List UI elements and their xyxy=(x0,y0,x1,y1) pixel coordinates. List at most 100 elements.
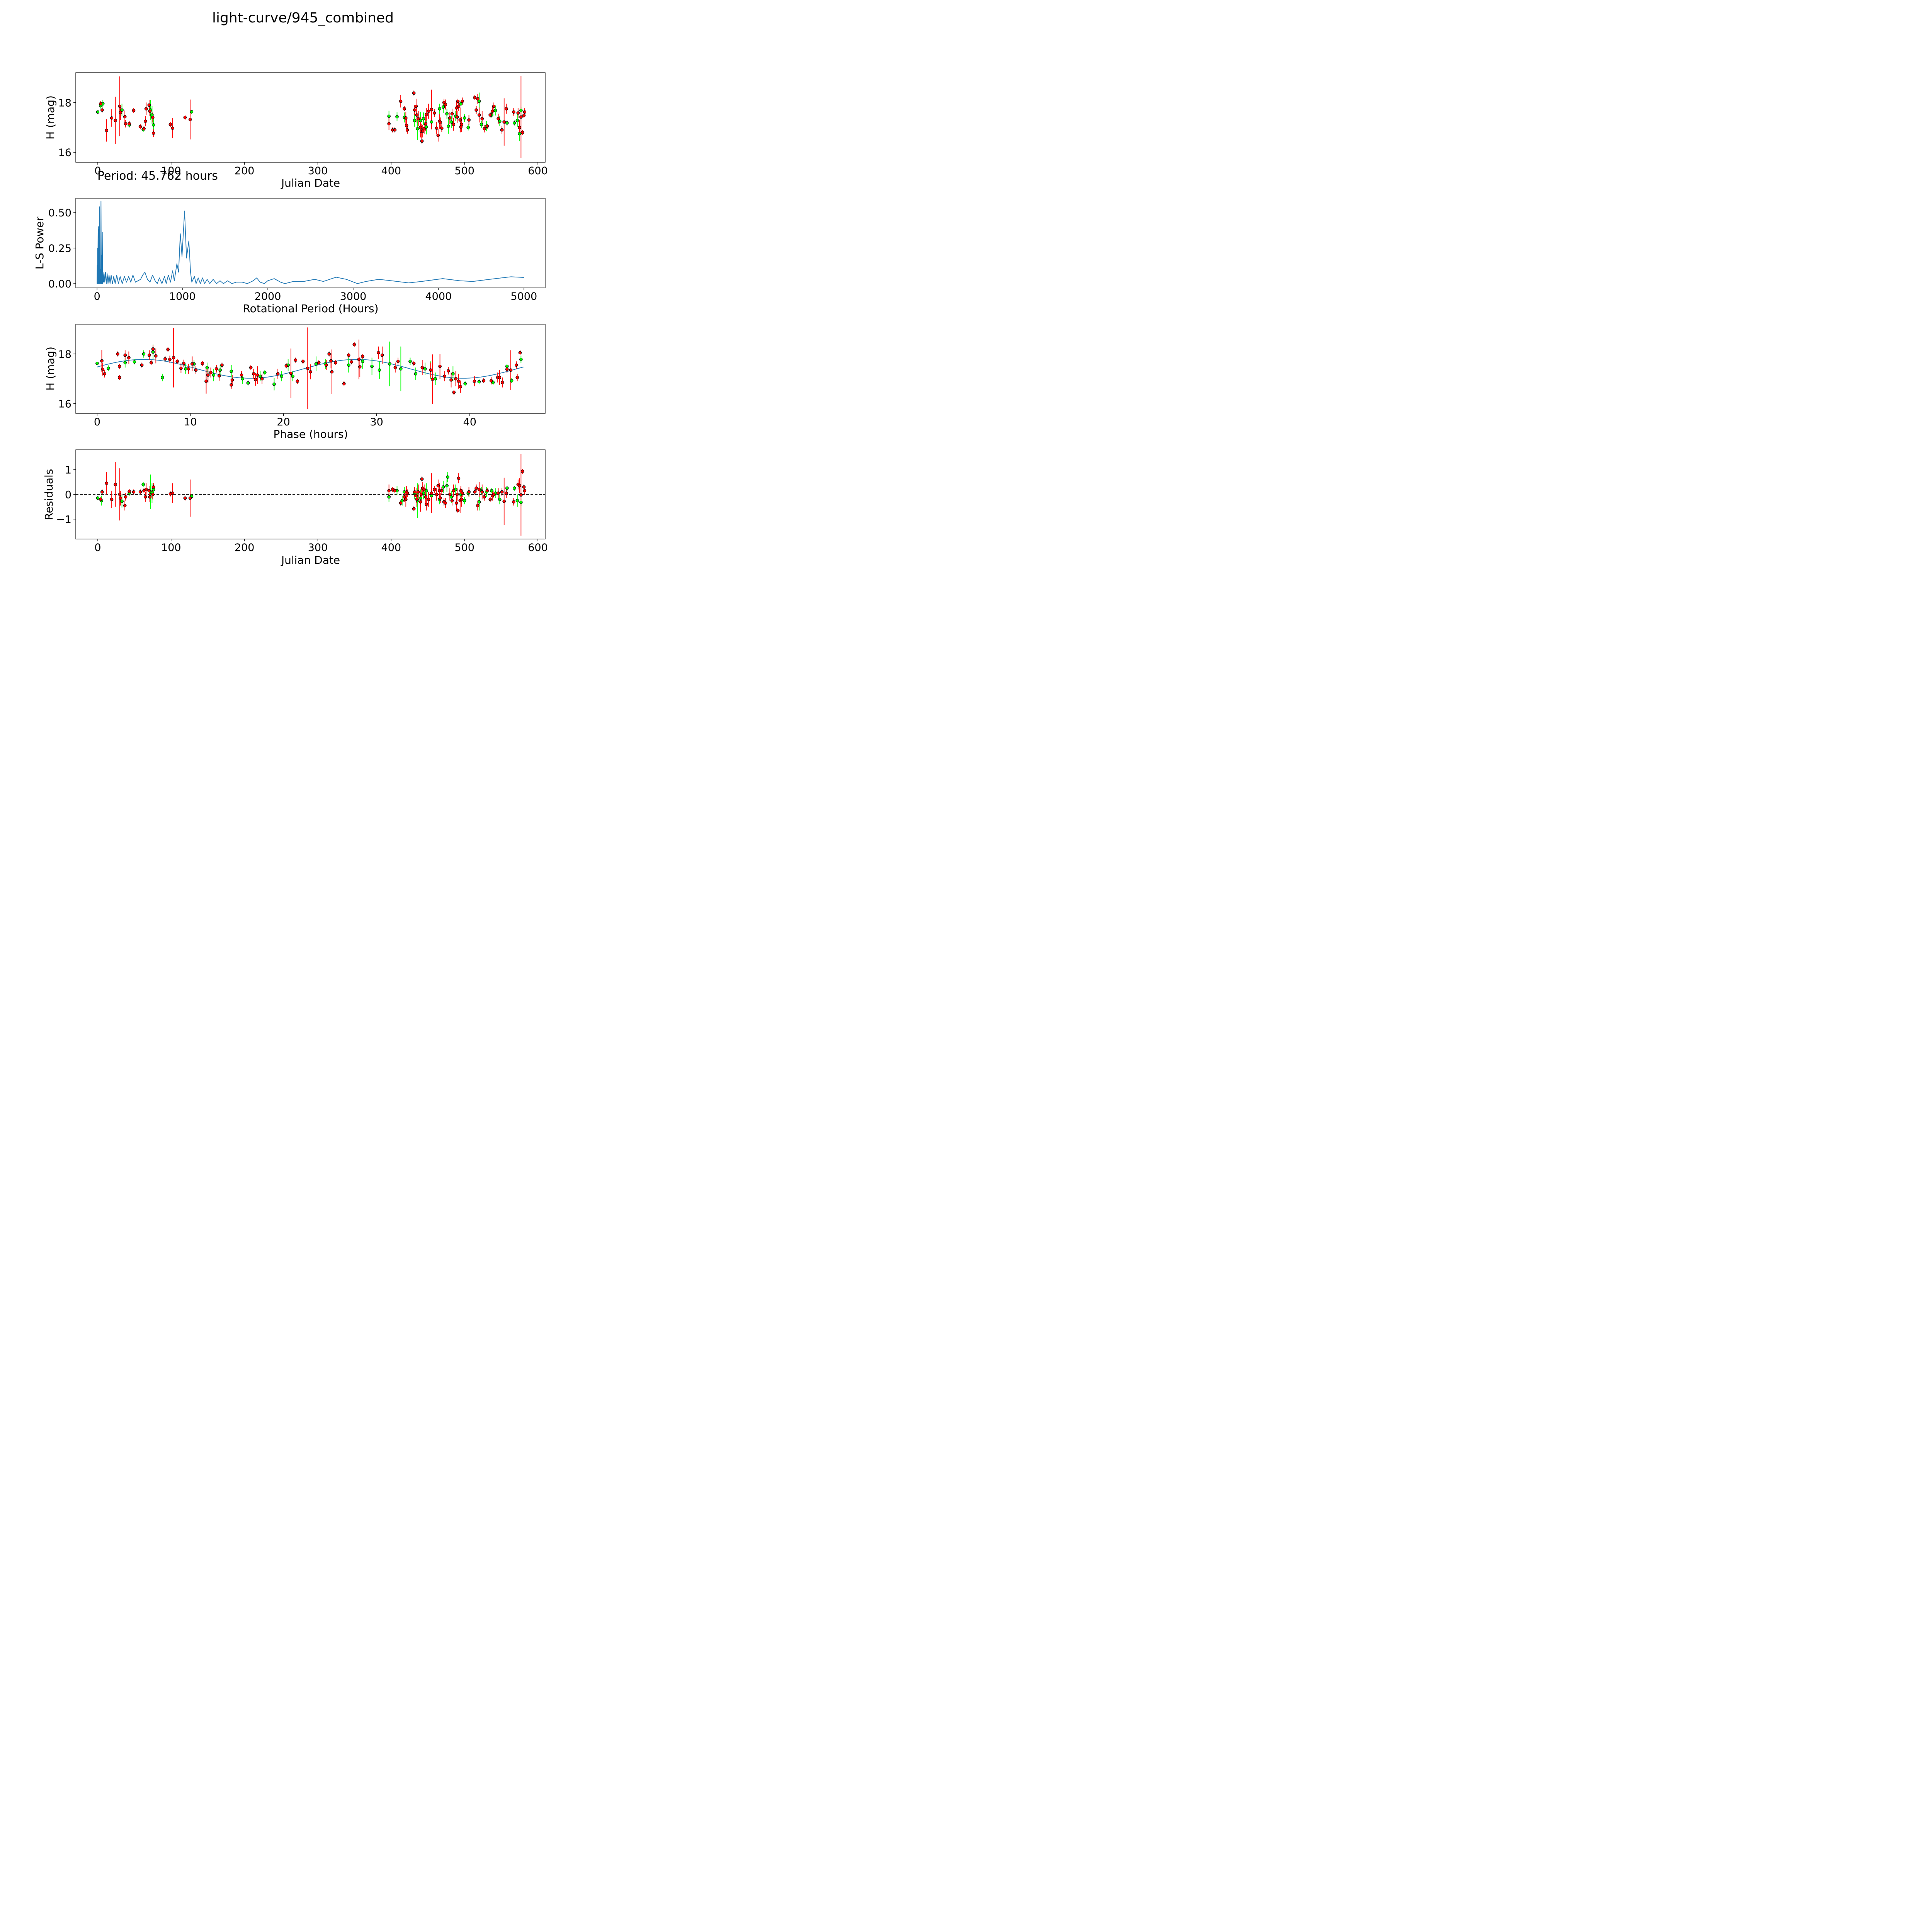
lightcurve-point-r xyxy=(422,127,426,131)
phased-point-r xyxy=(252,372,255,376)
lightcurve-point-g xyxy=(430,120,434,124)
phased-point-r xyxy=(515,376,519,379)
lightcurve-point-r xyxy=(148,109,152,113)
lightcurve-point-g xyxy=(120,108,124,112)
residuals-point-r xyxy=(110,498,114,501)
lightcurve-point-r xyxy=(480,117,484,121)
lightcurve-point-r xyxy=(414,104,418,108)
residuals-point-r xyxy=(439,496,442,500)
lightcurve-point-g xyxy=(151,123,155,127)
phased-point-g xyxy=(95,362,99,365)
lightcurve-point-r xyxy=(151,116,155,119)
residuals-point-g xyxy=(400,499,404,502)
lightcurve-point-r xyxy=(457,104,461,108)
residuals-point-r xyxy=(500,490,504,494)
phased-point-r xyxy=(249,366,253,369)
phased-point-r xyxy=(482,379,486,383)
lightcurve-point-g xyxy=(515,119,519,122)
lightcurve-point-g xyxy=(96,110,100,114)
phased-point-g xyxy=(218,368,222,372)
phased-point-r xyxy=(220,363,224,367)
phased-point-r xyxy=(350,360,353,364)
lightcurve-point-r xyxy=(147,103,151,107)
phased-point-r xyxy=(454,377,457,381)
phased-point-g xyxy=(184,367,187,371)
panel-phased-ylabel: H (mag) xyxy=(44,347,57,391)
residuals-point-r xyxy=(144,495,147,499)
phased-point-r xyxy=(438,364,442,368)
panel-residuals: Residuals Julian Date 0 100 200 300 400 500 60… xyxy=(43,449,548,566)
lightcurve-axes-frame xyxy=(75,72,546,163)
lightcurve-point-g xyxy=(190,110,194,114)
phased-point-r xyxy=(412,362,416,365)
residuals-point-r xyxy=(459,489,463,493)
residuals-point-r xyxy=(455,493,459,496)
residuals-point-r xyxy=(404,498,408,501)
residuals-point-r xyxy=(436,484,440,488)
phased-xtick-label: 40 xyxy=(463,416,476,428)
phased-point-r xyxy=(347,353,350,357)
lightcurve-ytick-label: 16 xyxy=(58,147,71,159)
lightcurve-point-g xyxy=(466,126,470,129)
residuals-point-r xyxy=(188,496,192,500)
phased-xtick-label: 20 xyxy=(277,416,290,428)
residuals-point-r xyxy=(128,490,131,493)
residuals-ytick-label: 0 xyxy=(65,489,71,501)
panel-lightcurve: H (mag) Julian Date 0 100 200 300 400 500 600 1… xyxy=(44,72,548,189)
phased-point-r xyxy=(123,353,127,357)
residuals-point-r xyxy=(393,489,397,493)
residuals-point-r xyxy=(474,486,478,490)
residuals-ytick-label: 1 xyxy=(65,464,71,476)
phased-point-g xyxy=(463,382,467,386)
lightcurve-point-r xyxy=(114,119,117,122)
lightcurve-point-r xyxy=(467,118,471,122)
residuals-point-g xyxy=(141,483,145,486)
phased-point-r xyxy=(361,355,364,358)
phased-point-r xyxy=(489,379,493,383)
lightcurve-point-r xyxy=(492,104,496,108)
lightcurve-point-r xyxy=(132,109,136,112)
lightcurve-point-r xyxy=(497,117,500,121)
phased-point-r xyxy=(473,379,476,383)
phased-point-g xyxy=(151,350,155,354)
lightcurve-point-r xyxy=(444,103,447,106)
lightcurve-point-r xyxy=(505,107,508,111)
lightcurve-point-g xyxy=(425,125,428,129)
phased-point-g xyxy=(205,366,209,369)
lightcurve-point-r xyxy=(403,107,406,111)
periodogram-axes-frame xyxy=(75,198,546,288)
lightcurve-point-r xyxy=(519,115,523,119)
phased-point-r xyxy=(431,378,434,381)
residuals-point-r xyxy=(522,485,526,489)
residuals-point-g xyxy=(445,484,449,488)
residuals-point-r xyxy=(433,488,436,491)
lightcurve-point-r xyxy=(477,113,481,117)
phased-point-r xyxy=(204,379,208,383)
lightcurve-point-r xyxy=(500,128,504,132)
phased-point-r xyxy=(334,361,337,364)
phased-point-r xyxy=(327,352,331,356)
lightcurve-xtick-label: 0 xyxy=(94,165,101,177)
panel-phased-xlabel: Phase (hours) xyxy=(273,428,348,440)
lightcurve-point-r xyxy=(183,116,187,119)
lightcurve-point-r xyxy=(413,108,417,112)
phased-point-r xyxy=(457,379,461,383)
residuals-point-r xyxy=(452,489,455,493)
lightcurve-point-r xyxy=(488,113,492,117)
phased-point-g xyxy=(477,380,481,384)
residuals-point-r xyxy=(422,488,426,491)
periodogram-xtick-label: 5000 xyxy=(510,291,537,303)
phased-point-r xyxy=(118,376,121,379)
residuals-point-g xyxy=(519,500,523,504)
phased-point-g xyxy=(370,364,374,368)
lightcurve-point-r xyxy=(171,126,174,130)
phased-point-r xyxy=(325,363,328,367)
lightcurve-point-r xyxy=(123,115,127,119)
phased-point-r xyxy=(194,368,198,372)
phased-point-g xyxy=(246,381,250,385)
residuals-point-g xyxy=(96,496,100,500)
lightcurve-point-g xyxy=(449,120,453,124)
lightcurve-point-r xyxy=(424,122,427,126)
lightcurve-point-g xyxy=(519,109,523,112)
residuals-xtick-label: 600 xyxy=(528,542,548,554)
